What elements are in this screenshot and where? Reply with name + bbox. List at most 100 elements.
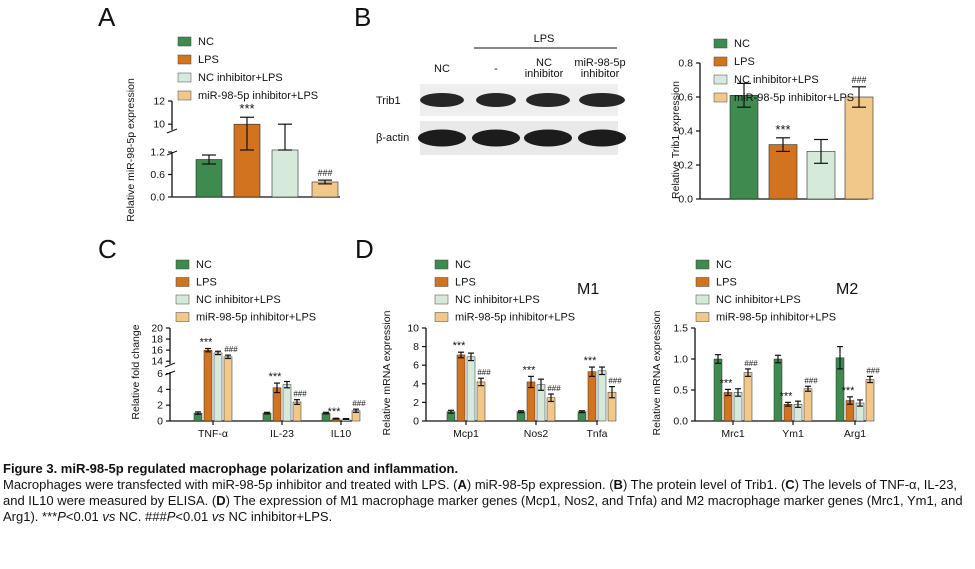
trib1-band [420, 93, 464, 107]
panel-letter-d: D [355, 234, 374, 264]
y-tick-label: 4 [157, 384, 163, 396]
bar-mrc1-nc [713, 358, 723, 422]
blot-mir-inhibitor-line2: inhibitor [581, 68, 620, 80]
y-tick-label: 10 [407, 323, 419, 335]
bar-tnfa-lps [587, 371, 597, 422]
legend-swatch-lps [695, 277, 710, 287]
bar-arg1-mir-98-5p-inhibitor-lps [865, 379, 875, 422]
legend-swatch-lps [434, 277, 449, 287]
actin-band [578, 129, 626, 147]
y-axis-label-c: Relative fold change [130, 324, 142, 419]
caption-bold-c: C [785, 477, 795, 492]
significance-marker-lps: *** [239, 101, 254, 116]
y-axis-label-d-m2: Relative mRNA expression [651, 310, 663, 435]
y-axis-label-b: Relative Trib1 expression [670, 81, 682, 199]
bar-mrc1-lps [723, 392, 733, 422]
x-tick-label-tnf: TNF-α [198, 428, 228, 440]
significance-marker-nos2-mir-98-5p-inhibitor-lps: ### [547, 384, 561, 393]
figure-caption: Figure 3. miR-98-5p regulated macrophage… [3, 461, 973, 525]
legend-label-mir-98-5p-inhibitor-lps: miR-98-5p inhibitor+LPS [716, 312, 836, 324]
caption-s2: ) miR-98-5p expression. ( [466, 477, 614, 492]
y-tick-label: 8 [413, 341, 419, 353]
caption-p2: P [166, 509, 176, 524]
bar-tnf-lps [203, 349, 213, 422]
x-tick-label-ym1: Ym1 [782, 428, 804, 440]
y-tick-label: 20 [151, 323, 163, 335]
significance-marker-ym1-mir-98-5p-inhibitor-lps: ### [804, 376, 818, 385]
significance-marker-mcp1-lps: *** [453, 340, 467, 352]
legend-label-nc: NC [196, 259, 212, 271]
bar-nc [729, 95, 759, 200]
axis-break-mark [166, 150, 178, 156]
m1-label: M1 [577, 281, 599, 298]
caption-title: Figure 3. miR-98-5p regulated macrophage… [3, 461, 459, 476]
legend-swatch-nc [177, 36, 192, 47]
caption-s8: <0.01 [175, 509, 212, 524]
caption-s5: ) The expression of M1 macrophage marker… [3, 493, 963, 524]
legend-label-nc: NC [716, 259, 732, 271]
blot-actin-label: β-actin [376, 132, 409, 144]
legend-label-nc: NC [734, 38, 750, 50]
bar-tnf-nc-inhibitor-lps [213, 352, 223, 422]
significance-marker-mir-98-5p-inhibitor-lps: ### [317, 168, 332, 178]
caption-s3: ) The protein level of Trib1. ( [622, 477, 786, 492]
significance-marker-il-23-lps: *** [269, 371, 283, 383]
bar-tnf-mir-98-5p-inhibitor-lps [223, 356, 233, 422]
legend-swatch-nc [695, 259, 710, 270]
y-tick-label: 0.5 [673, 385, 688, 397]
legend-swatch-mir-98-5p-inhibitor-lps [177, 90, 192, 101]
trib1-band [526, 93, 570, 107]
panel-letter-c: C [98, 234, 117, 264]
legend-swatch-nc-inhibitor-lps [695, 294, 710, 305]
significance-marker-ym1-lps: *** [780, 390, 794, 402]
bar-nc-inhibitor-lps [271, 149, 299, 198]
y-axis-label-d-m1: Relative mRNA expression [381, 310, 393, 435]
caption-s6: <0.01 [65, 509, 103, 524]
y-tick-label: 18 [151, 334, 163, 346]
legend-swatch-mir-98-5p-inhibitor-lps [695, 312, 710, 322]
x-tick-label-arg1: Arg1 [844, 428, 866, 440]
chart-d-m2: 0.0 0.5 1.0 1.5 *** ### Mrc1 *** ### Ym1 *** ### Arg… [673, 323, 880, 441]
significance-marker-arg1-mir-98-5p-inhibitor-lps: ### [866, 366, 880, 375]
significance-marker-tnfa-lps: *** [584, 355, 598, 367]
axis-break-mark [166, 128, 178, 134]
y-tick-label: 0 [157, 416, 163, 428]
y-tick-label: 0.6 [678, 92, 693, 104]
caption-bold-d: D [216, 493, 226, 508]
y-tick-label: 4 [413, 378, 419, 390]
significance-marker-lps: *** [775, 122, 790, 137]
y-tick-label: 10 [153, 119, 165, 131]
legend-swatch-nc-inhibitor-lps [713, 74, 728, 85]
legend-c: NC LPS NC inhibitor+LPS miR-98-5p inhibitor… [175, 259, 316, 324]
chart-d-m1: 0 2 4 6 8 10 *** ### Mcp1 *** ### Nos2 *** ### Tnfa [407, 323, 622, 441]
caption-p1: P [57, 509, 66, 524]
significance-marker-nos2-lps: *** [523, 364, 537, 376]
legend-label-lps: LPS [716, 277, 737, 289]
x-tick-label-mcp1: Mcp1 [453, 428, 479, 440]
significance-marker-il10-lps: *** [328, 406, 342, 418]
caption-s7: NC. ### [115, 509, 167, 524]
legend-swatch-mir-98-5p-inhibitor-lps [175, 312, 190, 322]
blot-lps-label: LPS [534, 33, 555, 45]
significance-marker-il10-mir-98-5p-inhibitor-lps: ### [352, 399, 366, 408]
y-tick-label: 16 [151, 345, 163, 357]
legend-label-mir-98-5p-inhibitor-lps: miR-98-5p inhibitor+LPS [734, 92, 854, 104]
bar-mir-98-5p-inhibitor-lps [844, 96, 874, 200]
figure-canvas: A B C D M1 M2 LPS NC - NC inhibitor miR-… [98, 2, 880, 441]
blot-dash-label: - [494, 63, 498, 75]
legend-label-nc-inhibitor-lps: NC inhibitor+LPS [196, 294, 281, 306]
y-axis-label-a: Relative miR-98-5p expression [125, 78, 137, 222]
caption-bold-a: A [457, 477, 467, 492]
legend-label-nc-inhibitor-lps: NC inhibitor+LPS [455, 294, 540, 306]
legend-swatch-nc [434, 259, 449, 270]
y-tick-label: 6 [157, 368, 163, 380]
caption-s1: Macrophages were transfected with miR-98… [3, 477, 458, 492]
y-tick-label: 0.0 [678, 194, 693, 206]
significance-marker-tnfa-mir-98-5p-inhibitor-lps: ### [608, 377, 622, 386]
significance-marker-mrc1-lps: *** [720, 377, 734, 389]
trib1-band [579, 93, 625, 107]
legend-label-lps: LPS [196, 277, 217, 289]
legend-label-mir-98-5p-inhibitor-lps: miR-98-5p inhibitor+LPS [455, 312, 575, 324]
legend-swatch-lps [177, 54, 192, 65]
